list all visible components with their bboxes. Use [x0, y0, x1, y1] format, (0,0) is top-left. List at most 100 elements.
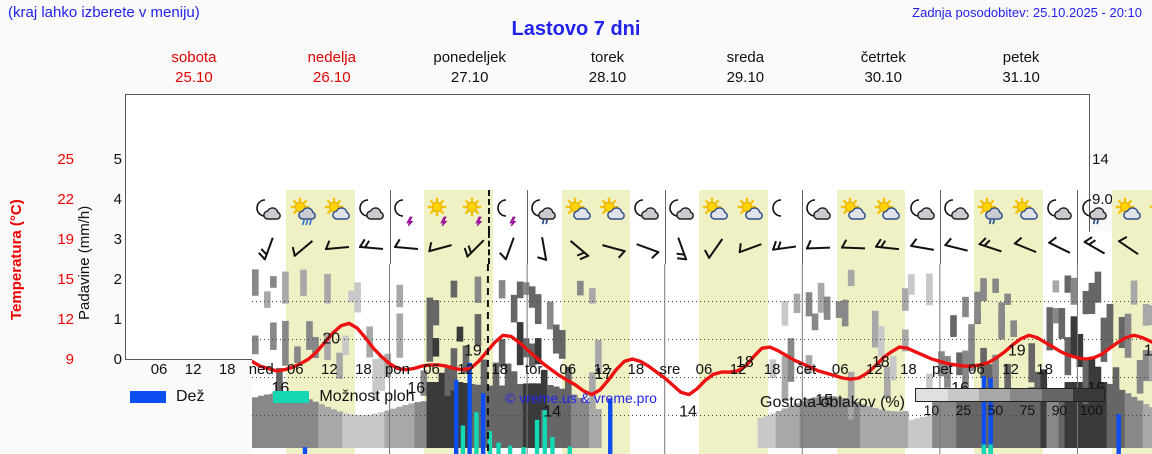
cloud-cell — [974, 292, 981, 323]
chart-legend: Dež Možnost ploh © vreme.us & vreme.pro … — [130, 388, 1140, 428]
wind-barb-cell — [596, 232, 630, 264]
temperature-tick: 12 — [40, 311, 74, 328]
night-cloud-drizzle-icon — [1077, 190, 1111, 232]
temperature-axis-title: Temperatura (°C) — [8, 175, 36, 345]
day-separator — [1077, 190, 1078, 232]
wind-barb-icon — [1078, 232, 1112, 264]
temperature-extreme-label: 20 — [322, 330, 340, 347]
precipitation-tick: 3 — [100, 231, 122, 248]
cloud-cell — [433, 338, 440, 357]
precipitation-bar — [521, 447, 525, 454]
night-cloudy-icon — [630, 190, 664, 232]
cloud-cell — [998, 302, 1005, 328]
cloud-density-step-value: 25 — [947, 402, 979, 418]
day-name: torek — [539, 48, 677, 68]
wind-barb-icon — [768, 232, 802, 264]
cloud-density-step-value: 100 — [1075, 402, 1107, 418]
cloud-cell — [962, 297, 969, 317]
night-cloudy-icon — [355, 190, 389, 232]
wind-barb-cell — [562, 232, 596, 264]
cloud-density-gradient — [915, 388, 1105, 402]
wind-barb-cell — [768, 232, 802, 264]
hour-label: 06 — [968, 361, 985, 378]
cloud-cell — [523, 282, 530, 295]
cloud-cell — [451, 281, 458, 298]
precipitation-tick: 1 — [100, 311, 122, 328]
wind-barb-icon — [390, 232, 424, 264]
cloud-cell — [1004, 294, 1011, 305]
cloud-cell — [300, 270, 307, 296]
night-cloud-drizzle-icon — [527, 190, 561, 232]
day-separator — [940, 232, 941, 264]
wind-barb-cell — [1112, 232, 1146, 264]
night-cloudy-icon — [905, 190, 939, 232]
showers-color-swatch — [273, 391, 309, 403]
wind-barb-icon — [1146, 232, 1152, 264]
cloud-density-step — [948, 389, 979, 401]
hour-label: 06 — [832, 361, 849, 378]
hour-label: 06 — [151, 361, 168, 378]
cloud-cell — [475, 277, 482, 303]
hour-label: 06 — [696, 361, 713, 378]
hour-label: 06 — [559, 361, 576, 378]
sun-cloud-icon — [562, 190, 596, 232]
cloud-cell — [950, 315, 957, 337]
day-name: ponedeljek — [401, 48, 539, 68]
cloud-cell — [282, 321, 289, 366]
cloud-cell — [1095, 272, 1102, 303]
cloud-cell — [348, 291, 355, 303]
cloud-cell — [396, 313, 403, 357]
hour-label: 18 — [900, 361, 917, 378]
precipitation-tick: 2 — [100, 271, 122, 288]
hour-label: 12 — [185, 361, 202, 378]
copyright-link[interactable]: © vreme.us & vreme.pro — [505, 390, 657, 406]
cloud-density-label: Gostota oblakov (%) — [760, 394, 905, 412]
wind-barb-cell — [493, 232, 527, 264]
sun-cloud-icon — [871, 190, 905, 232]
hour-label: 18 — [491, 361, 508, 378]
weather-icon-band — [252, 190, 1152, 232]
wind-barb-cell — [630, 232, 664, 264]
wind-barb-cell — [871, 232, 905, 264]
wind-barb-cell — [974, 232, 1008, 264]
day-separator — [527, 190, 528, 232]
cloud-cell — [848, 270, 855, 286]
sun-cloud-icon — [321, 190, 355, 232]
hour-label: 06 — [423, 361, 440, 378]
sun-thunderstorm-icon — [424, 190, 458, 232]
cloud-cell — [499, 280, 506, 298]
cloud-cell — [842, 300, 849, 327]
cloud-cell — [535, 294, 542, 324]
cloud-cell — [427, 321, 434, 362]
meteogram-plot[interactable]: 162016191417141815181619161917 — [125, 94, 1090, 360]
cloud-cell — [1119, 317, 1126, 348]
precipitation-bar — [461, 426, 465, 454]
precipitation-tick: 5 — [100, 151, 122, 168]
cloud-cell — [577, 281, 584, 296]
temperature-tick: 22 — [40, 191, 74, 208]
precipitation-bar — [496, 443, 500, 454]
sun-cloud-icon — [596, 190, 630, 232]
hour-label: 12 — [730, 361, 747, 378]
wind-barb-icon — [1009, 232, 1043, 264]
hour-label: pon — [385, 361, 410, 378]
day-date: 29.10 — [676, 68, 814, 88]
night-thunderstorm-icon — [493, 190, 527, 232]
day-date: 27.10 — [401, 68, 539, 88]
wind-barb-cell — [321, 232, 355, 264]
hour-label: 18 — [1036, 361, 1053, 378]
cloud-cell — [1143, 404, 1150, 448]
hour-label: 12 — [1002, 361, 1019, 378]
wind-barb-cell — [527, 232, 561, 264]
cloud-cell — [252, 336, 259, 355]
day-separator — [940, 190, 941, 232]
cloud-cell — [818, 283, 825, 313]
cloud-cell — [1083, 291, 1090, 314]
